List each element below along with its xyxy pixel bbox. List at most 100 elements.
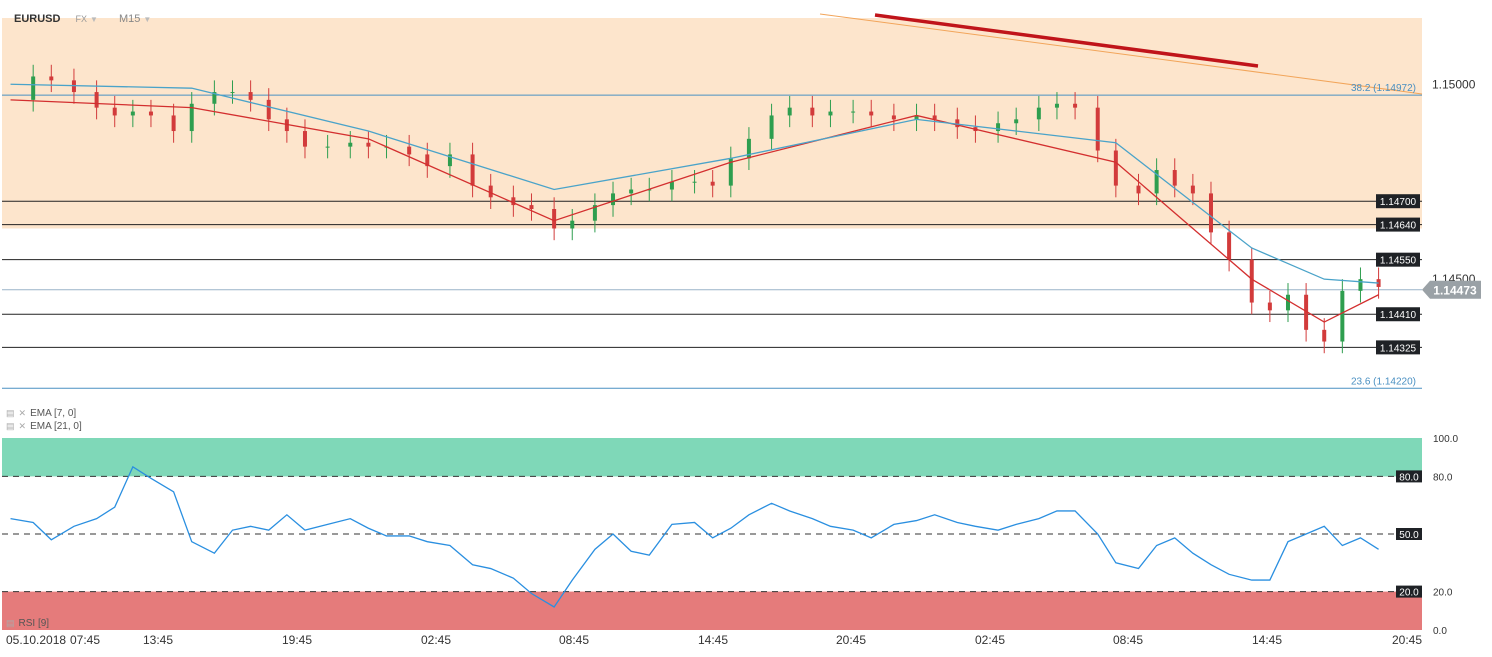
candle-body bbox=[710, 181, 715, 186]
candle-body bbox=[130, 111, 135, 116]
indicator-ema21[interactable]: ▤ ✕ EMA [21, 0] bbox=[6, 421, 82, 432]
candle-body bbox=[647, 189, 652, 191]
indicator-ema21-label: EMA [21, 0] bbox=[30, 421, 82, 432]
chevron-down-icon[interactable]: ▼ bbox=[143, 15, 152, 24]
time-axis: 05.10.2018 07:45 13:45 19:45 02:45 08:45 14:45… bbox=[6, 633, 1422, 647]
candle-body bbox=[1136, 185, 1141, 194]
candle-body bbox=[1014, 119, 1019, 124]
candle-body bbox=[447, 154, 452, 167]
candle-body bbox=[869, 111, 874, 116]
candle-body bbox=[248, 92, 253, 100]
time-tick-label: 14:45 bbox=[698, 633, 728, 647]
candle-body bbox=[1340, 290, 1345, 342]
rsi-overbought-zone bbox=[2, 438, 1422, 477]
time-tick-label: 20:45 bbox=[1392, 633, 1422, 647]
candle-body bbox=[728, 158, 733, 186]
candle-body bbox=[1285, 294, 1290, 311]
candle-body bbox=[787, 107, 792, 116]
candle-body bbox=[810, 107, 815, 116]
candle-body bbox=[212, 92, 217, 104]
fibonacci-zone bbox=[2, 18, 1422, 229]
level-tag bbox=[1376, 340, 1420, 355]
trend-line bbox=[819, 13, 1423, 95]
settings-icon[interactable]: ▤ bbox=[6, 618, 15, 628]
candle-body bbox=[31, 76, 36, 100]
candle-body bbox=[1113, 150, 1118, 186]
time-tick-label: 07:45 bbox=[70, 633, 100, 647]
indicator-ema7[interactable]: ▤ ✕ EMA [7, 0] bbox=[6, 408, 76, 419]
candle-body bbox=[692, 181, 697, 183]
candle-body bbox=[932, 115, 937, 120]
candle-body bbox=[511, 197, 516, 206]
close-icon[interactable]: ✕ bbox=[18, 408, 27, 418]
fibonacci-label: 38.2 (1.14972) bbox=[1351, 83, 1416, 94]
candle-body bbox=[611, 193, 616, 206]
candle-body bbox=[1190, 185, 1195, 194]
candle-body bbox=[112, 107, 117, 116]
time-tick-label: 19:45 bbox=[282, 633, 312, 647]
candle-body bbox=[1208, 193, 1213, 233]
candle-body bbox=[325, 146, 330, 148]
level-label: 1.14550 bbox=[1380, 256, 1417, 267]
instrument-type: FX bbox=[75, 14, 88, 24]
candle-body bbox=[891, 115, 896, 120]
rsi-level-label: 80.0 bbox=[1399, 472, 1419, 483]
level-tag bbox=[1376, 252, 1420, 267]
time-tick-label: 08:45 bbox=[1113, 633, 1143, 647]
rsi-level-tag bbox=[1396, 470, 1422, 483]
level-label: 1.14325 bbox=[1380, 343, 1417, 354]
candle-body bbox=[529, 205, 534, 209]
candle-body bbox=[629, 189, 634, 194]
candle-body bbox=[348, 142, 353, 147]
candle-body bbox=[1358, 279, 1363, 291]
candle-body bbox=[189, 103, 194, 132]
time-tick-label: 08:45 bbox=[559, 633, 589, 647]
candle-body bbox=[1267, 302, 1272, 311]
timeframe-label[interactable]: M15 bbox=[119, 13, 141, 25]
ema21-line bbox=[10, 83, 1379, 284]
rsi-level-label: 50.0 bbox=[1399, 530, 1419, 541]
rsi-level-label: 20.0 bbox=[1399, 588, 1419, 599]
symbol-label[interactable]: EURUSD bbox=[14, 13, 61, 25]
candle-body bbox=[148, 111, 153, 116]
rsi-line bbox=[10, 465, 1379, 608]
candle-body bbox=[488, 185, 493, 198]
candle-body bbox=[1036, 107, 1041, 120]
candle-body bbox=[1172, 170, 1177, 186]
candle-body bbox=[230, 92, 235, 94]
level-label: 1.14700 bbox=[1380, 197, 1417, 208]
indicator-rsi[interactable]: ▤ RSI [9] bbox=[6, 618, 49, 629]
rsi-tick-label: 100.0 bbox=[1433, 434, 1458, 445]
time-tick-label: 05.10.2018 bbox=[6, 633, 66, 647]
settings-icon[interactable]: ▤ bbox=[6, 421, 15, 431]
price-chart: 1.14700 1.14640 1.14550 1.14410 1.14325 38.2 … bbox=[2, 13, 1481, 389]
last-price-label: 1.14473 bbox=[1433, 284, 1477, 298]
candle-body bbox=[1249, 259, 1254, 303]
fibonacci-label: 23.6 (1.14220) bbox=[1351, 376, 1416, 387]
candle-body bbox=[302, 131, 307, 147]
candle-body bbox=[669, 181, 674, 190]
candle-body bbox=[1073, 103, 1078, 108]
level-tag bbox=[1376, 217, 1420, 232]
candle-body bbox=[914, 115, 919, 120]
level-label: 1.14640 bbox=[1380, 221, 1417, 232]
settings-icon[interactable]: ▤ bbox=[6, 408, 15, 418]
rsi-level-tag bbox=[1396, 585, 1422, 598]
time-tick-label: 02:45 bbox=[975, 633, 1005, 647]
candle-body bbox=[425, 154, 430, 167]
rsi-panel: 80.0 50.0 20.0 100.0 80.0 20.0 0.0 bbox=[2, 434, 1458, 637]
candle-body bbox=[828, 111, 833, 116]
candle-body bbox=[955, 119, 960, 128]
chevron-down-icon[interactable]: ▼ bbox=[90, 15, 98, 24]
last-price-tag bbox=[1422, 280, 1481, 299]
close-icon[interactable]: ✕ bbox=[18, 421, 27, 431]
rsi-oversold-zone bbox=[2, 591, 1422, 630]
rsi-tick-label: 0.0 bbox=[1433, 626, 1447, 637]
indicator-rsi-label: RSI [9] bbox=[18, 618, 50, 629]
rsi-level-tag bbox=[1396, 528, 1422, 540]
candle-body bbox=[1227, 232, 1232, 260]
trend-line-bold bbox=[874, 13, 1259, 68]
rsi-tick-label: 80.0 bbox=[1433, 472, 1453, 483]
time-tick-label: 02:45 bbox=[421, 633, 451, 647]
